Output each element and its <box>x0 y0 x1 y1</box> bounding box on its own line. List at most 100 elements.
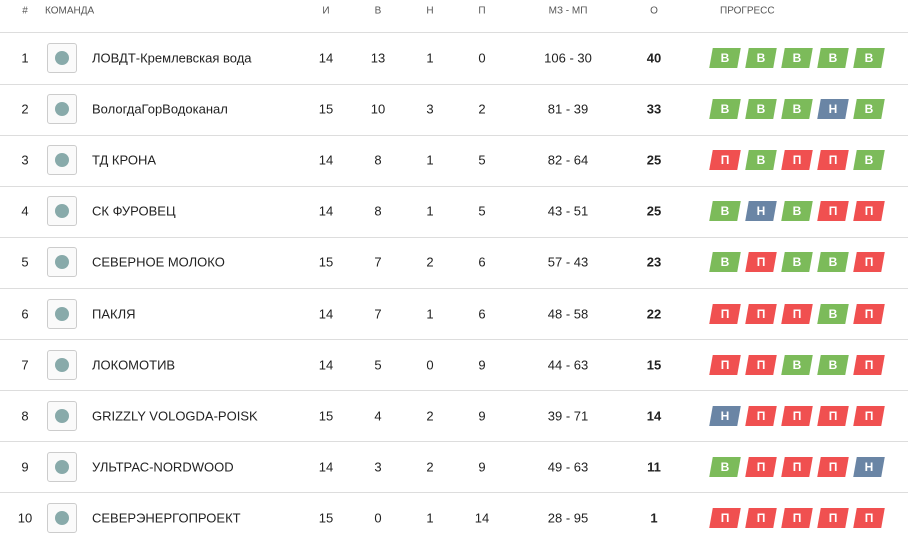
result-letter: В <box>792 204 802 219</box>
header-divider <box>0 32 908 33</box>
result-letter: В <box>720 255 730 270</box>
wins: 7 <box>374 306 382 321</box>
points: 40 <box>646 50 662 66</box>
games: 14 <box>318 50 334 66</box>
result-letter: П <box>864 408 874 423</box>
team-logo <box>47 451 77 482</box>
team-logo <box>47 43 77 73</box>
position: 8 <box>21 408 29 424</box>
result-letter: В <box>828 357 838 372</box>
result-letter: Н <box>720 408 730 423</box>
wins: 7 <box>374 254 382 270</box>
games: 14 <box>318 357 334 373</box>
team-name: УЛЬТРАС-NORDWOOD <box>92 459 234 475</box>
points: 1 <box>650 510 658 526</box>
result-letter: В <box>828 51 838 65</box>
team-name: СЕВЕРНОЕ МОЛОКО <box>92 254 225 270</box>
result-letter: Н <box>756 204 766 219</box>
result-letter: П <box>720 357 730 372</box>
position: 6 <box>21 306 29 321</box>
result-letter: П <box>792 408 802 423</box>
team-name: ЛОКОМОТИВ <box>92 357 176 373</box>
team-logo <box>47 502 77 533</box>
team-name: ТД КРОНА <box>92 152 157 168</box>
team-name: СЕВЕРЭНЕРГОПРОЕКТ <box>92 510 241 526</box>
games: 15 <box>318 408 334 424</box>
result-letter: П <box>792 459 802 474</box>
result-letter: В <box>864 102 874 117</box>
team-logo <box>47 94 77 125</box>
result-letter: П <box>756 255 766 270</box>
losses: 14 <box>474 510 490 526</box>
result-letter: П <box>828 510 838 525</box>
result-letter: В <box>792 102 802 117</box>
wins: 10 <box>370 101 386 117</box>
goals: 28 - 95 <box>547 510 589 526</box>
result-letter: П <box>828 459 838 474</box>
result-letter: П <box>792 510 802 525</box>
draws: 1 <box>426 152 434 168</box>
result-letter: П <box>864 357 874 372</box>
row-divider <box>0 492 908 494</box>
result-letter: П <box>828 204 838 219</box>
result-letter: П <box>828 153 838 168</box>
wins: 5 <box>374 357 382 373</box>
losses: 9 <box>478 408 486 424</box>
draws: 1 <box>426 306 434 321</box>
team-name: ПАКЛЯ <box>92 306 136 321</box>
team-logo <box>47 196 77 227</box>
team-logo <box>47 400 77 431</box>
games: 15 <box>318 101 334 117</box>
losses: 6 <box>478 306 486 321</box>
row-divider <box>0 236 908 238</box>
points: 25 <box>646 152 662 168</box>
points: 11 <box>647 459 661 475</box>
wins: 13 <box>370 50 386 66</box>
draws: 3 <box>426 101 434 117</box>
goals: 57 - 43 <box>547 254 589 270</box>
team-name: СК ФУРОВЕЦ <box>92 203 176 219</box>
result-letter: П <box>720 510 730 525</box>
result-letter: П <box>864 510 874 525</box>
team-name: ВологдаГорВодоканал <box>92 101 228 117</box>
row-divider <box>0 185 908 187</box>
result-letter: П <box>828 408 838 423</box>
goals: 81 - 39 <box>547 101 589 117</box>
result-letter: П <box>756 357 766 372</box>
points: 33 <box>646 101 662 117</box>
row-divider <box>0 134 908 136</box>
losses: 6 <box>478 254 486 270</box>
draws: 1 <box>426 203 434 219</box>
position: 9 <box>21 459 29 475</box>
row-divider <box>0 441 908 443</box>
goals: 82 - 64 <box>547 152 589 168</box>
position: 5 <box>21 254 29 270</box>
wins: 3 <box>374 459 382 475</box>
draws: 2 <box>426 254 434 270</box>
result-letter: В <box>720 204 730 219</box>
position: 7 <box>21 357 29 373</box>
result-letter: П <box>756 306 766 321</box>
header-cell: МЗ - МП <box>548 5 588 17</box>
team-name: ЛОВДТ-Кремлевская вода <box>92 50 252 66</box>
goals: 106 - 30 <box>544 50 592 66</box>
result-letter: В <box>828 306 838 321</box>
losses: 5 <box>478 152 486 168</box>
losses: 0 <box>478 50 486 66</box>
losses: 9 <box>478 357 486 373</box>
draws: 2 <box>426 459 434 475</box>
header-cell: П <box>478 5 486 17</box>
result-letter: П <box>792 153 802 168</box>
header-cell: И <box>322 5 330 17</box>
points: 25 <box>646 203 662 219</box>
result-letter: В <box>756 153 766 168</box>
result-letter: В <box>792 357 802 372</box>
result-letter: В <box>720 102 730 117</box>
result-letter: В <box>720 459 730 474</box>
position: 4 <box>21 203 29 219</box>
result-letter: В <box>756 51 766 65</box>
wins: 8 <box>374 203 382 219</box>
losses: 9 <box>478 459 486 475</box>
goals: 44 - 63 <box>547 357 589 373</box>
